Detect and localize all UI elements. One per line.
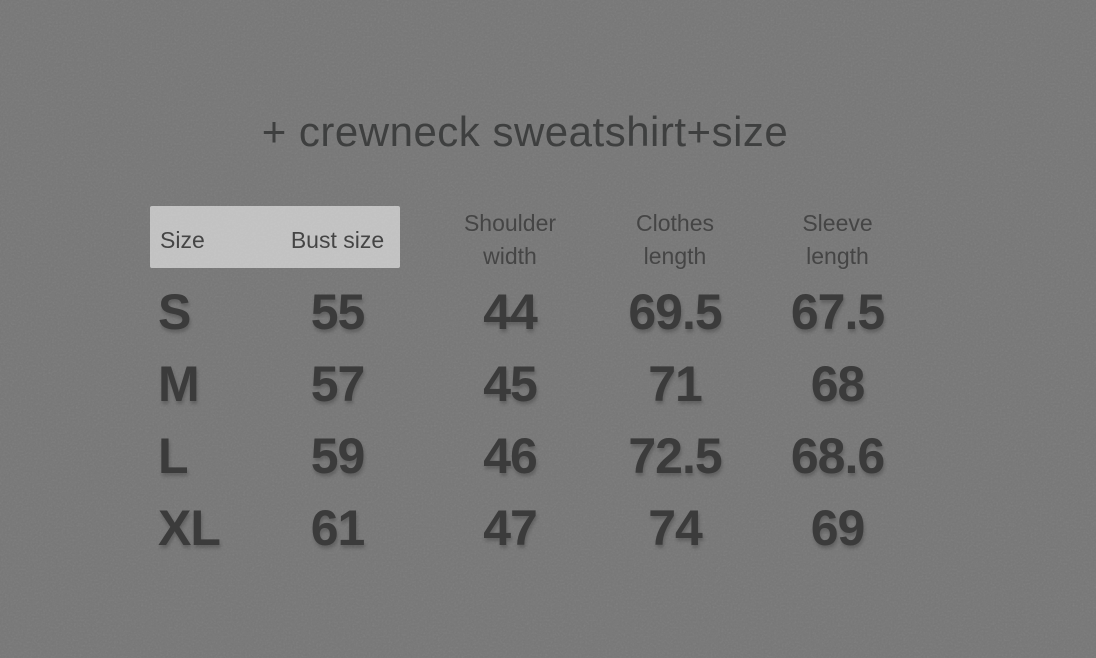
row-m-shoulder-width: 45 [483, 356, 538, 412]
row-m-sleeve-length: 68 [810, 356, 866, 412]
row-s-shoulder-width: 44 [483, 284, 538, 340]
page-title: + crewneck sweatshirt+size [261, 108, 789, 155]
row-xl-sleeve-length: 69 [810, 500, 866, 556]
row-xl-clothes-length: 74 [648, 500, 703, 556]
size-chart-panel: + crewneck sweatshirt+size Size Bust siz… [120, 0, 930, 564]
row-l-clothes-length: 72.5 [628, 428, 722, 484]
column-header-bust-size: Bust size [290, 226, 385, 253]
row-m-bust-size: 57 [310, 356, 366, 412]
column-header-sleeve-length: Sleeve length [802, 210, 873, 269]
row-l-size-label: L [158, 428, 189, 484]
row-s-bust-size: 55 [310, 284, 366, 340]
row-l-bust-size: 59 [310, 428, 366, 484]
row-xl-shoulder-width: 47 [483, 500, 538, 556]
column-header-size: Size [160, 226, 205, 253]
row-s-size-label: S [158, 284, 191, 340]
row-xl-size-label: XL [158, 500, 221, 556]
column-header-shoulder-width: Shoulder width [463, 210, 557, 269]
row-xl-bust-size: 61 [310, 500, 366, 556]
header-highlight [150, 206, 400, 268]
column-header-clothes-length: Clothes length [636, 210, 714, 269]
row-s-sleeve-length: 67.5 [790, 284, 885, 340]
row-m-size-label: M [158, 356, 200, 412]
row-l-sleeve-length: 68.6 [790, 428, 885, 484]
row-m-clothes-length: 71 [648, 356, 703, 412]
row-l-shoulder-width: 46 [483, 428, 538, 484]
row-s-clothes-length: 69.5 [628, 284, 722, 340]
size-table: Size Bust size Shoulder width Clothes le… [120, 204, 930, 564]
